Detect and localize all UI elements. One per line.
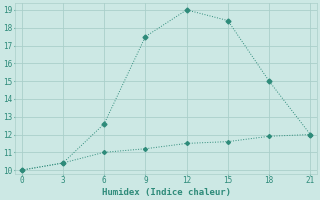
X-axis label: Humidex (Indice chaleur): Humidex (Indice chaleur) bbox=[101, 188, 230, 197]
